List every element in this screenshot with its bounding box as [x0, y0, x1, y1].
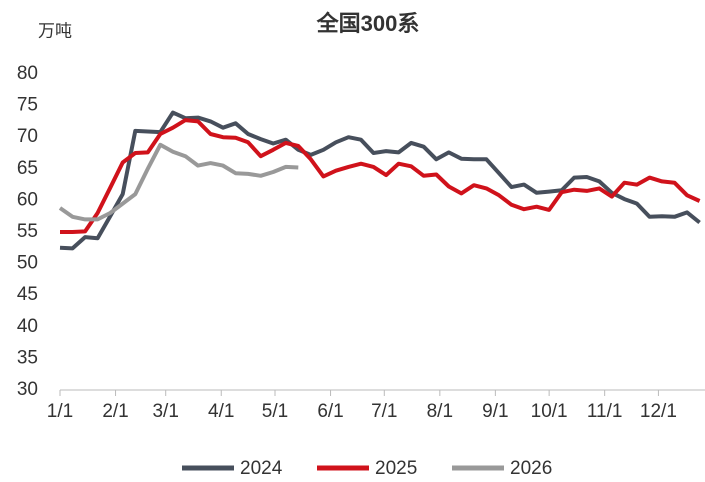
y-tick-label: 70: [17, 126, 38, 147]
x-tick-label: 9/1: [482, 401, 508, 422]
y-tick-label: 50: [17, 253, 38, 274]
x-tick-label: 6/1: [317, 401, 343, 422]
legend-label: 2024: [240, 458, 283, 479]
y-tick-label: 30: [17, 379, 38, 400]
x-tick-label: 4/1: [208, 401, 234, 422]
x-tick-label: 3/1: [152, 401, 178, 422]
x-tick-label: 5/1: [262, 401, 288, 422]
y-tick-label: 40: [17, 316, 38, 337]
series-line: [59, 110, 701, 251]
x-tick-label: 7/1: [371, 401, 397, 422]
x-tick-label: 2/1: [102, 401, 128, 422]
x-tick-label: 10/1: [531, 401, 568, 422]
legend-label: 2026: [510, 458, 552, 479]
chart-title: 全国300系: [316, 11, 420, 36]
x-tick-label: 11/1: [587, 401, 623, 422]
x-tick-label: 8/1: [427, 401, 453, 422]
x-tick-label: 1/1: [47, 401, 73, 422]
series-line: [60, 118, 701, 234]
y-tick-label: 55: [17, 221, 38, 242]
y-tick-label: 65: [17, 158, 38, 179]
y-axis-label: 万吨: [38, 21, 72, 40]
y-tick-label: 35: [17, 347, 38, 368]
y-tick-label: 60: [17, 189, 38, 210]
x-tick-label: 12/1: [640, 401, 677, 422]
legend-label: 2025: [375, 458, 417, 479]
y-tick-label: 75: [17, 95, 38, 116]
series-line: [58, 142, 299, 222]
y-tick-label: 80: [17, 63, 38, 84]
y-tick-label: 45: [17, 284, 38, 305]
